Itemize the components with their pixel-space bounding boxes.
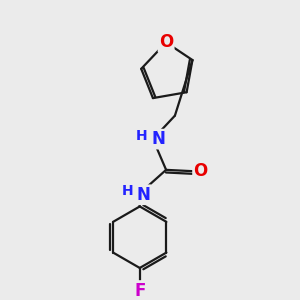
Text: N: N <box>151 130 165 148</box>
Text: N: N <box>136 186 151 204</box>
Text: O: O <box>194 162 208 180</box>
Text: H: H <box>136 129 148 142</box>
Text: O: O <box>159 34 173 52</box>
Text: H: H <box>121 184 133 198</box>
Text: F: F <box>134 281 146 299</box>
